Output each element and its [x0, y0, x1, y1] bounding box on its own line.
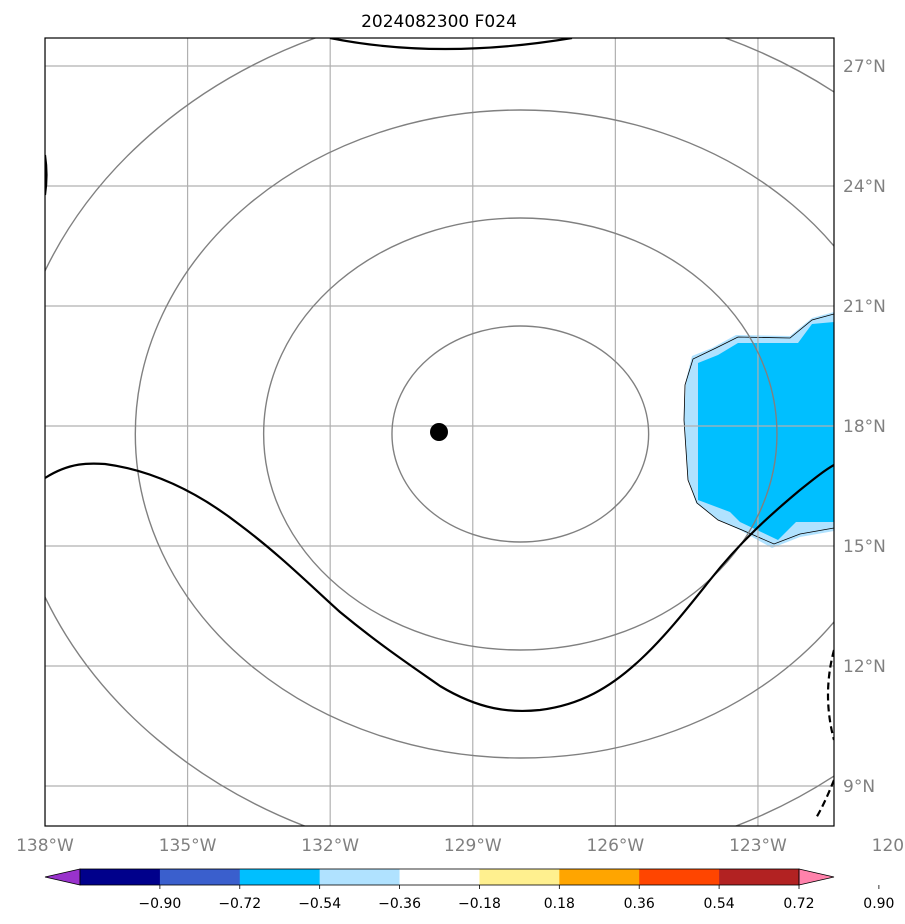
- longitude-tick-label: 129°W: [444, 836, 502, 856]
- contour-main: [45, 462, 834, 713]
- longitude-tick-label: 123°W: [729, 836, 787, 856]
- colorbar-segment: [719, 869, 800, 885]
- colorbar-tick-label: −0.36: [378, 896, 421, 912]
- longitude-tick-label: 135°W: [159, 836, 217, 856]
- colorbar-tick-label: 0.36: [624, 896, 655, 912]
- colorbar-segment: [159, 869, 241, 885]
- latitude-tick-label: 27°N: [843, 57, 886, 77]
- range-ring: [134, 109, 834, 759]
- anomaly-fill-region: [683, 312, 834, 548]
- colorbar-tick-label: 0.18: [544, 896, 575, 912]
- latitude-tick-label: 21°N: [843, 297, 886, 317]
- range-ring: [262, 217, 778, 651]
- longitude-tick-label: 126°W: [586, 836, 644, 856]
- contour-north: [329, 38, 573, 51]
- map-area: [45, 38, 834, 826]
- latitude-tick-label: 15°N: [843, 537, 886, 557]
- longitude-tick-label: 120°W: [872, 836, 905, 856]
- colorbar-segment: [80, 869, 161, 885]
- latitude-tick-label: 12°N: [843, 657, 886, 677]
- gridlines: [45, 38, 834, 826]
- colorbar-tick-label: 0.54: [704, 896, 735, 912]
- colorbar-tick-label: 0.72: [783, 896, 814, 912]
- longitude-tick-label: 138°W: [16, 836, 74, 856]
- colorbar-segment: [639, 869, 720, 885]
- colorbar-segment: [239, 869, 320, 885]
- map-title: 2024082300 F024: [361, 12, 517, 32]
- colorbar-segment: [399, 869, 480, 885]
- contour-lines: [45, 38, 834, 819]
- colorbar: −0.90 −0.72 −0.54 −0.36 −0.18 0.18 0.36 0.54 0.7…: [44, 868, 894, 912]
- colorbar-tick-label: −0.54: [298, 896, 341, 912]
- longitude-labels: 138°W 135°W 132°W 129°W 126°W 123°W 120°W: [16, 836, 905, 856]
- range-rings: [45, 38, 834, 826]
- map-frame: [44, 37, 835, 827]
- colorbar-outline: [79, 868, 800, 886]
- latitude-labels: 9°N 12°N 15°N 18°N 21°N 24°N 27°N: [843, 57, 886, 797]
- storm-center-marker: [430, 423, 448, 441]
- latitude-tick-label: 9°N: [843, 777, 875, 797]
- colorbar-segment: [479, 869, 560, 885]
- colorbar-tick-label: 0.90: [863, 896, 894, 912]
- range-ring: [391, 325, 650, 543]
- colorbar-extend-high: [798, 868, 835, 886]
- colorbar-segment: [319, 869, 400, 885]
- colorbar-segment: [559, 869, 640, 885]
- latitude-tick-label: 18°N: [843, 417, 886, 437]
- contour-dashed-se: [815, 649, 834, 819]
- colorbar-extend-low: [44, 868, 81, 886]
- colorbar-tick-label: −0.72: [218, 896, 261, 912]
- colorbar-tick-label: −0.18: [458, 896, 501, 912]
- longitude-tick-label: 132°W: [301, 836, 359, 856]
- latitude-tick-label: 24°N: [843, 177, 886, 197]
- colorbar-tick-label: −0.90: [138, 896, 181, 912]
